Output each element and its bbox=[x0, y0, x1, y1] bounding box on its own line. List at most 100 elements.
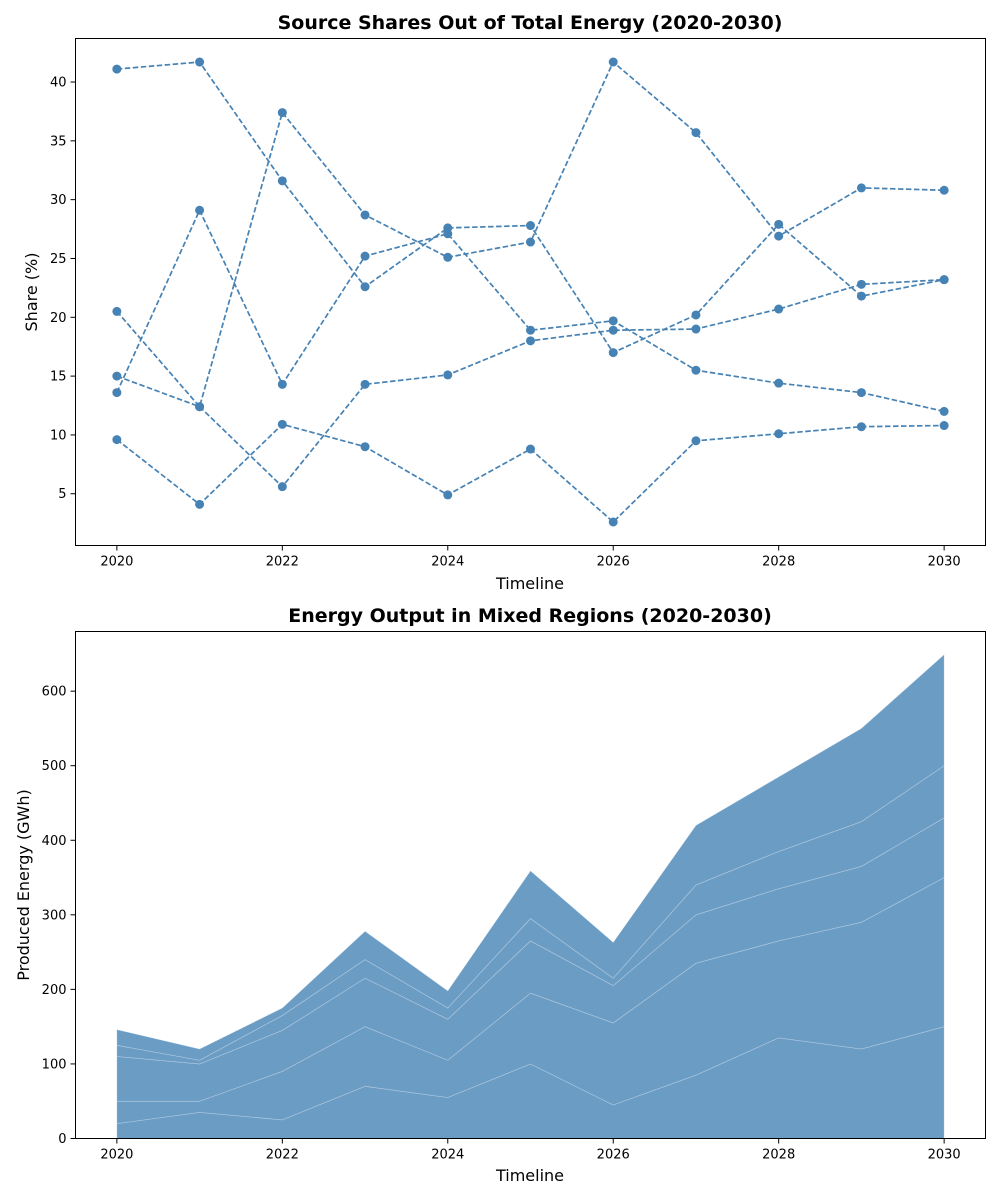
line-chart-x-tick-label: 2024 bbox=[431, 555, 464, 570]
line-series bbox=[112, 57, 949, 358]
line-data-point bbox=[360, 210, 370, 220]
area-chart-y-tick-label: 300 bbox=[42, 908, 67, 923]
line-chart-y-tick-label: 10 bbox=[50, 428, 67, 443]
line-data-point bbox=[112, 306, 122, 316]
line-chart-y-tick-label: 35 bbox=[50, 134, 67, 149]
line-series-path bbox=[116, 61, 945, 354]
line-data-point bbox=[360, 442, 370, 452]
line-chart-y-tick-label: 25 bbox=[50, 252, 67, 267]
area-series-band bbox=[116, 764, 945, 1065]
line-data-point bbox=[856, 279, 866, 289]
line-chart-x-tick-label: 2030 bbox=[928, 555, 961, 570]
line-data-point bbox=[443, 252, 453, 262]
line-data-point bbox=[112, 435, 122, 445]
area-chart-y-ticks: 0 100 200 300 400 500 600 bbox=[42, 685, 76, 1147]
line-data-point bbox=[195, 57, 205, 67]
line-chart-x-tick-label: 2026 bbox=[597, 555, 630, 570]
line-series-path bbox=[116, 278, 945, 488]
line-data-point bbox=[526, 336, 535, 346]
line-data-point bbox=[856, 388, 866, 398]
line-data-point bbox=[691, 436, 701, 446]
area-chart-x-tick-label: 2022 bbox=[266, 1148, 299, 1163]
area-chart-x-ticks: 2020 2022 2024 2026 2028 2030 bbox=[100, 1138, 961, 1163]
line-series-path bbox=[116, 423, 945, 524]
line-chart-title: Source Shares Out of Total Energy (2020-… bbox=[278, 12, 783, 34]
line-data-point bbox=[939, 421, 949, 431]
line-data-point bbox=[691, 310, 701, 320]
line-data-point bbox=[939, 185, 949, 195]
line-data-point bbox=[195, 499, 205, 509]
line-data-point bbox=[774, 429, 784, 439]
line-data-point bbox=[277, 482, 287, 492]
area-chart-y-tick-label: 600 bbox=[42, 685, 67, 700]
line-chart-frame bbox=[75, 38, 986, 546]
line-data-point bbox=[691, 324, 701, 334]
line-data-point bbox=[939, 275, 949, 285]
line-chart-x-tick-label: 2020 bbox=[100, 555, 133, 570]
line-data-point bbox=[608, 57, 618, 67]
line-chart-x-ticks: 2020 2022 2024 2026 2028 2030 bbox=[100, 545, 961, 570]
line-data-point bbox=[277, 108, 287, 118]
line-data-point bbox=[608, 325, 618, 335]
area-chart-y-tick-label: 400 bbox=[42, 834, 67, 849]
line-chart-y-tick-label: 5 bbox=[58, 487, 66, 502]
line-data-point bbox=[608, 517, 618, 527]
line-data-point bbox=[526, 325, 535, 335]
area-chart-plot-area bbox=[116, 653, 945, 1139]
line-data-point bbox=[526, 237, 535, 247]
line-data-point bbox=[360, 282, 370, 292]
line-series-path bbox=[116, 60, 945, 409]
line-data-point bbox=[112, 64, 122, 74]
line-data-point bbox=[856, 183, 866, 193]
line-chart-y-ticks: 5 10 15 20 25 30 35 40 bbox=[50, 76, 76, 502]
area-series-band bbox=[116, 653, 945, 1061]
line-data-point bbox=[443, 490, 453, 500]
line-data-point bbox=[360, 379, 370, 389]
line-chart-x-axis-label: Timeline bbox=[495, 574, 564, 593]
area-chart-y-tick-label: 100 bbox=[42, 1057, 67, 1072]
line-data-point bbox=[526, 221, 535, 231]
line-data-point bbox=[774, 231, 784, 241]
area-chart-y-tick-label: 200 bbox=[42, 983, 67, 998]
area-chart-x-axis-label: Timeline bbox=[495, 1166, 564, 1185]
line-data-point bbox=[443, 370, 453, 380]
line-data-point bbox=[856, 422, 866, 432]
line-data-point bbox=[608, 316, 618, 326]
line-chart-y-tick-label: 20 bbox=[50, 311, 67, 326]
area-chart-title: Energy Output in Mixed Regions (2020-203… bbox=[288, 605, 772, 627]
line-data-point bbox=[608, 348, 618, 358]
line-data-point bbox=[691, 128, 701, 138]
area-chart-y-axis-label: Produced Energy (GWh) bbox=[14, 789, 33, 981]
line-chart-y-axis-label: Share (%) bbox=[22, 253, 41, 332]
area-chart-y-tick-label: 0 bbox=[58, 1132, 66, 1147]
line-chart-plot-area bbox=[112, 57, 949, 527]
area-chart-x-tick-label: 2020 bbox=[100, 1148, 133, 1163]
line-data-point bbox=[443, 229, 453, 239]
line-data-point bbox=[277, 419, 287, 429]
line-data-point bbox=[112, 371, 122, 381]
line-data-point bbox=[774, 219, 784, 229]
line-chart-x-tick-label: 2022 bbox=[266, 555, 299, 570]
line-chart-y-tick-label: 30 bbox=[50, 193, 67, 208]
area-chart-x-tick-label: 2024 bbox=[431, 1148, 464, 1163]
line-chart-y-tick-label: 40 bbox=[50, 76, 67, 91]
line-chart-x-tick-label: 2028 bbox=[762, 555, 795, 570]
line-series bbox=[112, 205, 949, 416]
line-chart: Source Shares Out of Total Energy (2020-… bbox=[22, 12, 986, 593]
area-series-band bbox=[116, 817, 945, 1102]
line-data-point bbox=[774, 304, 784, 314]
line-series bbox=[112, 275, 949, 492]
line-series-path bbox=[116, 208, 945, 413]
area-chart: Energy Output in Mixed Regions (2020-203… bbox=[14, 605, 986, 1185]
line-data-point bbox=[277, 379, 287, 389]
line-data-point bbox=[939, 406, 949, 416]
line-data-point bbox=[112, 388, 122, 398]
area-chart-x-tick-label: 2030 bbox=[928, 1148, 961, 1163]
area-chart-x-tick-label: 2026 bbox=[597, 1148, 630, 1163]
line-data-point bbox=[774, 378, 784, 388]
line-series bbox=[112, 419, 949, 527]
line-data-point bbox=[195, 402, 205, 412]
line-data-point bbox=[526, 444, 535, 454]
line-data-point bbox=[360, 251, 370, 261]
